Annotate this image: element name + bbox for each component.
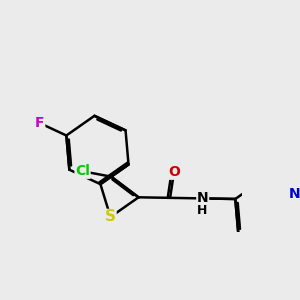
- Text: H: H: [197, 204, 208, 217]
- Text: Cl: Cl: [75, 164, 90, 178]
- Text: F: F: [35, 116, 45, 130]
- Text: O: O: [168, 165, 180, 179]
- Text: S: S: [105, 209, 116, 224]
- Text: N: N: [197, 191, 208, 206]
- Text: N: N: [289, 187, 300, 201]
